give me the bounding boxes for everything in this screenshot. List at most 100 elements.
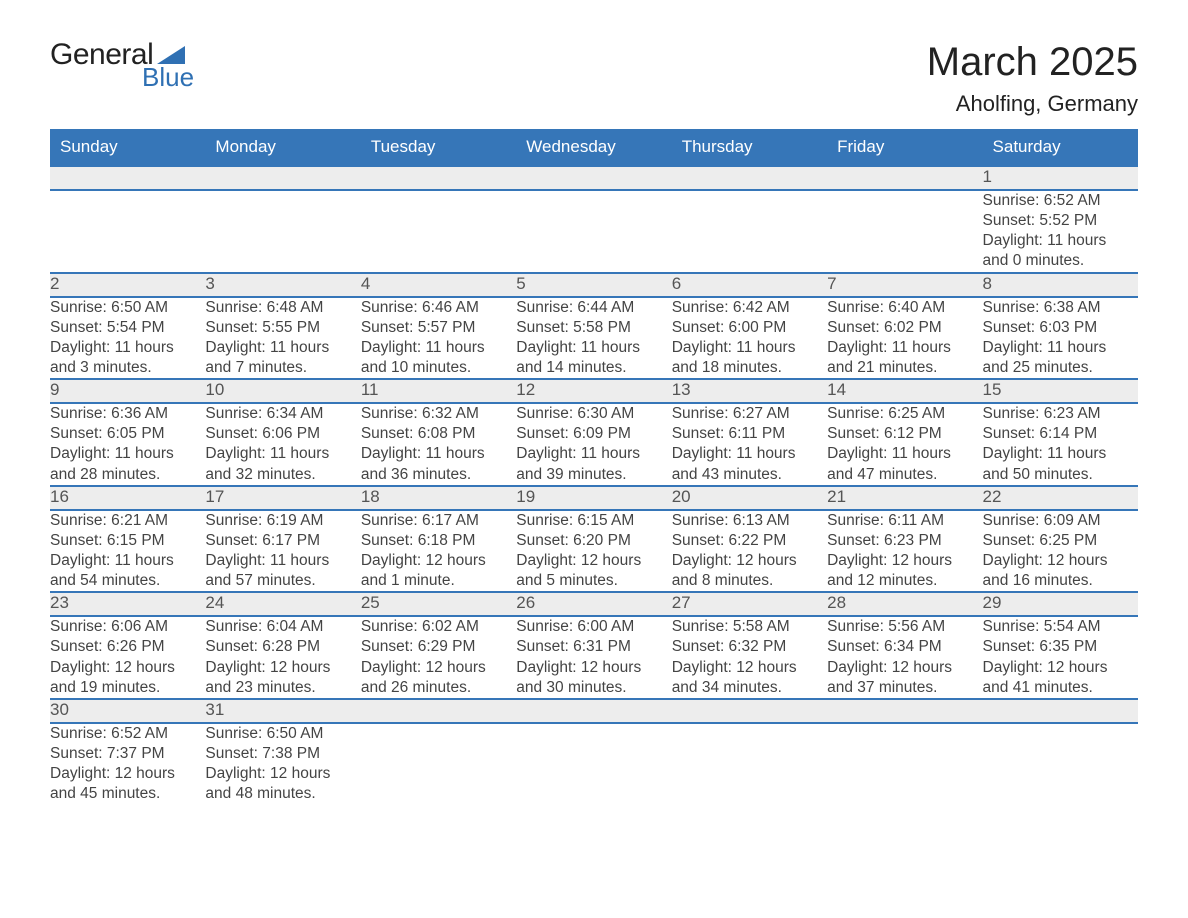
sunset-line: Sunset: 6:26 PM [50, 637, 205, 657]
sunset-line: Sunset: 6:32 PM [672, 637, 827, 657]
sunrise-line: Sunrise: 6:36 AM [50, 404, 205, 424]
day-content-cell: Sunrise: 6:50 AMSunset: 7:38 PMDaylight:… [205, 723, 360, 805]
day-number-cell: 31 [205, 699, 360, 723]
day1-line: Daylight: 11 hours [50, 444, 205, 464]
day-content-cell: Sunrise: 6:46 AMSunset: 5:57 PMDaylight:… [361, 297, 516, 380]
day1-line: Daylight: 12 hours [205, 764, 360, 784]
sunrise-line: Sunrise: 6:46 AM [361, 298, 516, 318]
day2-line: and 50 minutes. [983, 465, 1138, 485]
logo-text-blue: Blue [142, 64, 194, 90]
sunrise-line: Sunrise: 6:34 AM [205, 404, 360, 424]
day-content-cell: Sunrise: 6:21 AMSunset: 6:15 PMDaylight:… [50, 510, 205, 593]
day-number-cell [827, 166, 982, 190]
weekday-header: Thursday [672, 129, 827, 166]
day-number-cell [361, 699, 516, 723]
day2-line: and 26 minutes. [361, 678, 516, 698]
day-number-cell: 25 [361, 592, 516, 616]
day-number-row: 16171819202122 [50, 486, 1138, 510]
day-number-cell: 30 [50, 699, 205, 723]
sunrise-line: Sunrise: 6:40 AM [827, 298, 982, 318]
day-number-cell: 13 [672, 379, 827, 403]
day1-line: Daylight: 12 hours [516, 551, 671, 571]
weekday-header: Sunday [50, 129, 205, 166]
day2-line: and 28 minutes. [50, 465, 205, 485]
sunset-line: Sunset: 6:02 PM [827, 318, 982, 338]
sunset-line: Sunset: 5:54 PM [50, 318, 205, 338]
day-content-cell: Sunrise: 6:40 AMSunset: 6:02 PMDaylight:… [827, 297, 982, 380]
sunset-line: Sunset: 6:23 PM [827, 531, 982, 551]
sunrise-line: Sunrise: 6:04 AM [205, 617, 360, 637]
sunrise-line: Sunrise: 6:13 AM [672, 511, 827, 531]
sunrise-line: Sunrise: 5:54 AM [983, 617, 1138, 637]
month-title: March 2025 [927, 40, 1138, 85]
weekday-header: Wednesday [516, 129, 671, 166]
day-number-cell [983, 699, 1138, 723]
day-content-cell: Sunrise: 6:13 AMSunset: 6:22 PMDaylight:… [672, 510, 827, 593]
day2-line: and 43 minutes. [672, 465, 827, 485]
sunset-line: Sunset: 6:09 PM [516, 424, 671, 444]
day-content-cell [827, 190, 982, 273]
sunset-line: Sunset: 6:00 PM [672, 318, 827, 338]
weekday-header: Friday [827, 129, 982, 166]
sunset-line: Sunset: 6:34 PM [827, 637, 982, 657]
day2-line: and 32 minutes. [205, 465, 360, 485]
sunrise-line: Sunrise: 6:50 AM [50, 298, 205, 318]
day-number-cell: 6 [672, 273, 827, 297]
weekday-header: Saturday [983, 129, 1138, 166]
sunrise-line: Sunrise: 6:42 AM [672, 298, 827, 318]
sunset-line: Sunset: 6:14 PM [983, 424, 1138, 444]
day-content-cell [361, 190, 516, 273]
day1-line: Daylight: 12 hours [983, 658, 1138, 678]
sunrise-line: Sunrise: 6:32 AM [361, 404, 516, 424]
sunrise-line: Sunrise: 6:44 AM [516, 298, 671, 318]
sunrise-line: Sunrise: 5:58 AM [672, 617, 827, 637]
day1-line: Daylight: 11 hours [516, 444, 671, 464]
day-number-row: 2345678 [50, 273, 1138, 297]
sunset-line: Sunset: 6:06 PM [205, 424, 360, 444]
day1-line: Daylight: 12 hours [50, 658, 205, 678]
day2-line: and 37 minutes. [827, 678, 982, 698]
day-content-row: Sunrise: 6:06 AMSunset: 6:26 PMDaylight:… [50, 616, 1138, 699]
day-number-cell: 12 [516, 379, 671, 403]
day1-line: Daylight: 11 hours [205, 551, 360, 571]
day2-line: and 21 minutes. [827, 358, 982, 378]
day-number-cell: 21 [827, 486, 982, 510]
day1-line: Daylight: 11 hours [205, 338, 360, 358]
day-number-row: 9101112131415 [50, 379, 1138, 403]
day-number-row: 3031 [50, 699, 1138, 723]
day-content-row: Sunrise: 6:36 AMSunset: 6:05 PMDaylight:… [50, 403, 1138, 486]
day2-line: and 8 minutes. [672, 571, 827, 591]
day1-line: Daylight: 12 hours [361, 551, 516, 571]
day-content-row: Sunrise: 6:52 AMSunset: 5:52 PMDaylight:… [50, 190, 1138, 273]
day-number-cell [516, 166, 671, 190]
sunset-line: Sunset: 6:08 PM [361, 424, 516, 444]
day-content-row: Sunrise: 6:52 AMSunset: 7:37 PMDaylight:… [50, 723, 1138, 805]
day-number-cell: 7 [827, 273, 982, 297]
day-number-cell: 19 [516, 486, 671, 510]
day-content-row: Sunrise: 6:21 AMSunset: 6:15 PMDaylight:… [50, 510, 1138, 593]
header-region: General Blue March 2025 Aholfing, German… [50, 40, 1138, 117]
day-content-cell: Sunrise: 6:11 AMSunset: 6:23 PMDaylight:… [827, 510, 982, 593]
day-content-cell [50, 190, 205, 273]
day2-line: and 14 minutes. [516, 358, 671, 378]
day1-line: Daylight: 11 hours [827, 444, 982, 464]
day2-line: and 12 minutes. [827, 571, 982, 591]
day-content-cell [672, 723, 827, 805]
day-number-cell: 8 [983, 273, 1138, 297]
day-content-cell: Sunrise: 6:02 AMSunset: 6:29 PMDaylight:… [361, 616, 516, 699]
day2-line: and 39 minutes. [516, 465, 671, 485]
day1-line: Daylight: 12 hours [361, 658, 516, 678]
day2-line: and 7 minutes. [205, 358, 360, 378]
day1-line: Daylight: 12 hours [827, 658, 982, 678]
day1-line: Daylight: 11 hours [50, 338, 205, 358]
sunset-line: Sunset: 6:35 PM [983, 637, 1138, 657]
sunset-line: Sunset: 6:22 PM [672, 531, 827, 551]
day-content-cell: Sunrise: 6:44 AMSunset: 5:58 PMDaylight:… [516, 297, 671, 380]
sunrise-line: Sunrise: 6:21 AM [50, 511, 205, 531]
sunrise-line: Sunrise: 6:25 AM [827, 404, 982, 424]
sunrise-line: Sunrise: 6:15 AM [516, 511, 671, 531]
day1-line: Daylight: 11 hours [827, 338, 982, 358]
day-number-cell: 16 [50, 486, 205, 510]
day-content-cell: Sunrise: 6:52 AMSunset: 5:52 PMDaylight:… [983, 190, 1138, 273]
day-number-cell [50, 166, 205, 190]
